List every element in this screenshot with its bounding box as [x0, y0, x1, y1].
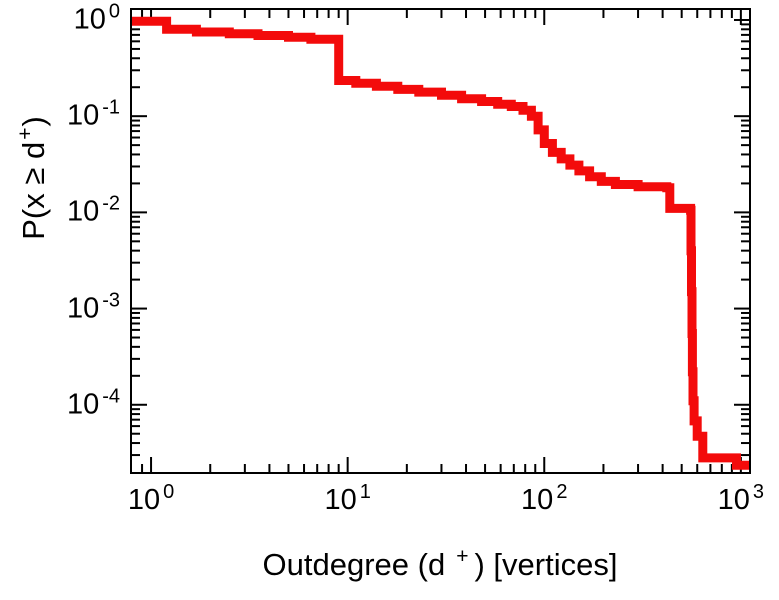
tick-exponent: -1 — [102, 96, 120, 119]
y-tick-label: 10 -1 — [0, 98, 120, 132]
tick-exponent: -4 — [102, 385, 120, 408]
y-tick-label: 10 -2 — [0, 194, 120, 228]
tick-base: 10 — [324, 484, 357, 516]
tick-base: 10 — [521, 484, 554, 516]
x-axis-label-text: Outdegree (d — [262, 547, 446, 582]
tick-base: 10 — [66, 99, 100, 132]
tick-exponent: 2 — [556, 481, 568, 503]
tick-exponent: 0 — [163, 481, 175, 503]
x-tick-label: 10 1 — [324, 482, 370, 516]
x-axis-label-superscript: + — [456, 545, 469, 569]
y-tick-label: 10 -3 — [0, 290, 120, 325]
tick-exponent: -2 — [102, 192, 120, 215]
tick-exponent: 3 — [752, 481, 765, 503]
x-axis-label-close: ) [vertices] — [474, 547, 618, 582]
tick-base: 10 — [66, 195, 100, 228]
tick-base: 10 — [66, 388, 100, 421]
tick-base: 10 — [73, 3, 106, 36]
axis-ticks — [132, 10, 749, 472]
x-tick-label: 10 3 — [717, 482, 764, 516]
y-tick-label: 10 0 — [0, 1, 120, 36]
ccdf-plot-svg — [132, 10, 749, 472]
x-tick-label: 10 0 — [127, 482, 174, 516]
tick-exponent: 0 — [108, 0, 120, 23]
x-tick-label: 10 2 — [521, 482, 567, 516]
plot-area — [130, 8, 751, 474]
y-tick-label: 10 -4 — [0, 386, 120, 421]
tick-exponent: 1 — [359, 481, 371, 503]
ccdf-curve — [132, 16, 749, 470]
tick-base: 10 — [717, 484, 750, 516]
tick-base: 10 — [127, 484, 161, 516]
tick-base: 10 — [66, 292, 100, 325]
tick-exponent: -3 — [102, 289, 120, 312]
x-axis-label: Outdegree (d +) [vertices] — [262, 545, 618, 582]
